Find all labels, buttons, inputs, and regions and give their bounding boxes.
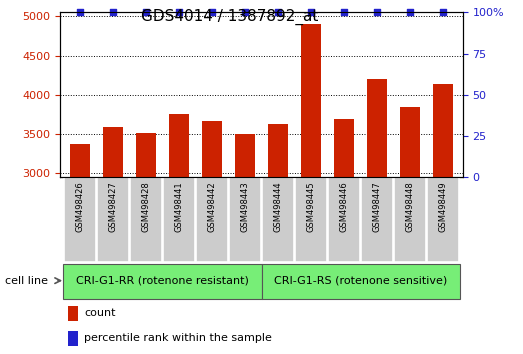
Bar — [136, 133, 156, 177]
Text: GSM498446: GSM498446 — [339, 181, 348, 232]
Text: GSM498428: GSM498428 — [141, 181, 151, 232]
Text: GDS4014 / 1387892_at: GDS4014 / 1387892_at — [141, 9, 319, 25]
FancyBboxPatch shape — [63, 264, 262, 299]
Bar — [433, 84, 453, 177]
Text: GSM498427: GSM498427 — [108, 181, 118, 232]
Point — [142, 10, 150, 15]
Bar — [235, 134, 255, 177]
FancyBboxPatch shape — [295, 177, 327, 262]
Point — [406, 10, 414, 15]
Point — [274, 10, 282, 15]
FancyBboxPatch shape — [196, 177, 228, 262]
Point — [175, 10, 183, 15]
Bar — [68, 306, 78, 321]
FancyBboxPatch shape — [328, 177, 360, 262]
Text: CRI-G1-RS (rotenone sensitive): CRI-G1-RS (rotenone sensitive) — [274, 276, 447, 286]
Bar — [169, 114, 189, 177]
FancyBboxPatch shape — [427, 177, 459, 262]
Text: GSM498447: GSM498447 — [372, 181, 382, 232]
Point — [439, 10, 447, 15]
Bar — [70, 144, 90, 177]
FancyBboxPatch shape — [262, 264, 460, 299]
Text: GSM498426: GSM498426 — [75, 181, 84, 232]
Bar — [367, 79, 387, 177]
FancyBboxPatch shape — [361, 177, 393, 262]
Point — [307, 10, 315, 15]
Text: GSM498449: GSM498449 — [439, 181, 448, 232]
Text: GSM498444: GSM498444 — [274, 181, 282, 232]
Point — [373, 10, 381, 15]
Bar — [334, 119, 354, 177]
Text: GSM498448: GSM498448 — [405, 181, 415, 232]
Bar — [202, 121, 222, 177]
Point — [76, 10, 84, 15]
FancyBboxPatch shape — [229, 177, 261, 262]
FancyBboxPatch shape — [262, 177, 294, 262]
FancyBboxPatch shape — [97, 177, 129, 262]
Bar — [301, 24, 321, 177]
Text: percentile rank within the sample: percentile rank within the sample — [84, 333, 272, 343]
FancyBboxPatch shape — [130, 177, 162, 262]
FancyBboxPatch shape — [163, 177, 195, 262]
Point — [208, 10, 216, 15]
Text: GSM498443: GSM498443 — [241, 181, 249, 232]
FancyBboxPatch shape — [64, 177, 96, 262]
Text: GSM498441: GSM498441 — [175, 181, 184, 232]
Text: GSM498445: GSM498445 — [306, 181, 315, 232]
Point — [340, 10, 348, 15]
FancyBboxPatch shape — [394, 177, 426, 262]
Text: count: count — [84, 308, 116, 318]
Bar — [400, 107, 420, 177]
Text: cell line: cell line — [5, 276, 48, 286]
Bar — [68, 331, 78, 346]
Text: GSM498442: GSM498442 — [208, 181, 217, 232]
Text: CRI-G1-RR (rotenone resistant): CRI-G1-RR (rotenone resistant) — [76, 276, 249, 286]
Bar — [268, 124, 288, 177]
Bar — [103, 127, 123, 177]
Point — [109, 10, 117, 15]
Point — [241, 10, 249, 15]
